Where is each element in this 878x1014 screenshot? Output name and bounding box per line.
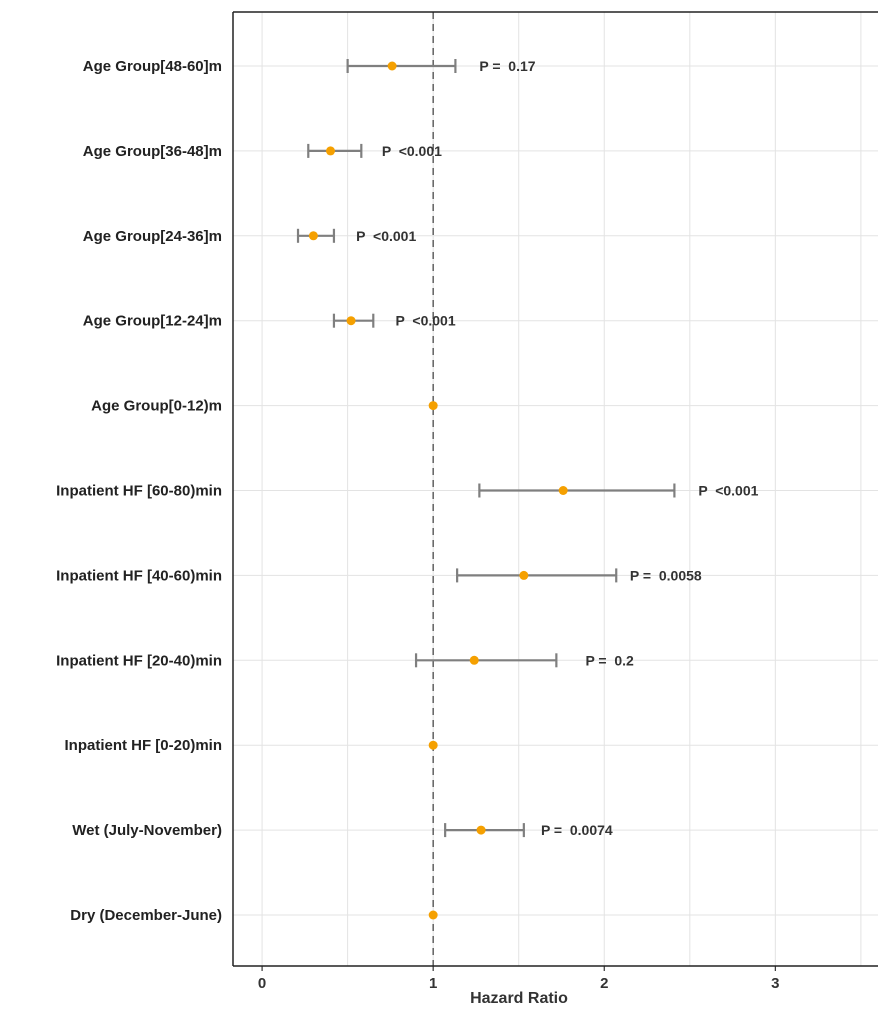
hazard-ratio-points <box>308 61 568 920</box>
hazard-ratio-point <box>519 570 529 580</box>
row-label: Age Group[0-12)m <box>91 398 222 415</box>
row-label: Age Group[36-48]m <box>83 143 222 160</box>
p-value-labels: P = 0.17 P <0.001 P <0.001 P <0.001 P <0.001… <box>356 58 758 838</box>
x-axis-ticks: 0 1 2 3 <box>258 966 780 992</box>
row-label: Age Group[24-36]m <box>83 228 222 245</box>
ci-whisker <box>456 568 618 583</box>
p-value-label: P <0.001 <box>356 228 416 244</box>
row-label: Dry (December-June) <box>70 907 222 924</box>
hazard-ratio-point <box>326 146 336 156</box>
ci-whisker <box>346 59 457 73</box>
row-label: Inpatient HF [40-60)min <box>56 567 222 584</box>
x-axis-title: Hazard Ratio <box>470 990 568 1007</box>
row-labels: Age Group[48-60]m Age Group[36-48]m Age Gr… <box>56 58 222 924</box>
hazard-ratio-point <box>558 486 568 495</box>
row-label: Wet (July-November) <box>72 822 222 839</box>
p-value-label: P <0.001 <box>698 483 758 499</box>
row-label: Inpatient HF [0-20)min <box>64 737 222 754</box>
row-label: Age Group[48-60]m <box>83 58 222 75</box>
x-tick-label: 2 <box>600 975 608 992</box>
hazard-ratio-point <box>308 231 318 241</box>
p-value-label: P = 0.0074 <box>541 822 613 838</box>
p-value-label: P <0.001 <box>382 143 442 159</box>
hazard-ratio-point <box>428 740 438 750</box>
ci-whisker <box>478 483 676 498</box>
hazard-ratio-point <box>428 401 438 411</box>
p-value-label: P = 0.0058 <box>630 567 702 583</box>
x-tick-label: 3 <box>771 975 779 992</box>
hazard-ratio-point <box>387 61 397 71</box>
p-value-label: P <0.001 <box>396 313 456 329</box>
row-label: Age Group[12-24]m <box>83 313 222 330</box>
hazard-ratio-point <box>428 910 438 920</box>
p-value-label: P = 0.2 <box>585 652 634 668</box>
x-tick-label: 0 <box>258 975 266 992</box>
hazard-ratio-point <box>476 825 486 835</box>
hazard-ratio-point <box>346 316 356 326</box>
row-label: Inpatient HF [60-80)min <box>56 483 222 500</box>
x-tick-label: 1 <box>429 975 437 992</box>
row-label: Inpatient HF [20-40)min <box>56 652 222 669</box>
ci-whisker <box>414 653 558 668</box>
p-value-label: P = 0.17 <box>479 58 535 74</box>
hazard-ratio-point <box>469 655 479 665</box>
